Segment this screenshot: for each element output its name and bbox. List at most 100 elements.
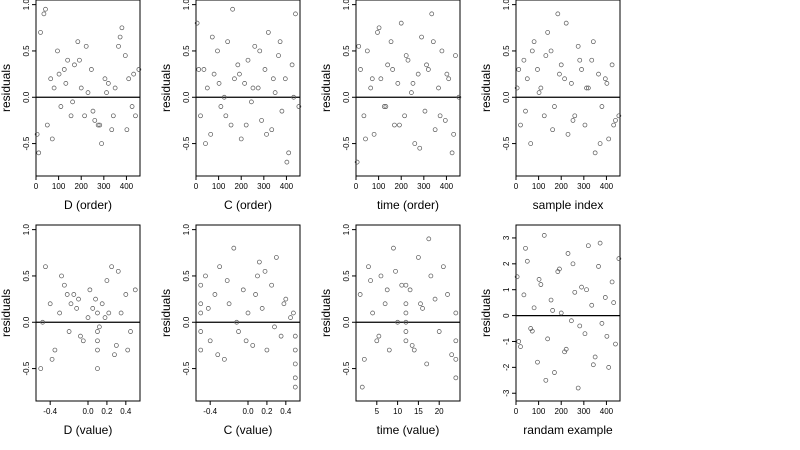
x-tick-label: 5 — [375, 407, 380, 416]
data-point — [383, 104, 389, 109]
data-point — [378, 273, 384, 279]
data-point — [272, 90, 278, 95]
data-point — [579, 67, 584, 72]
data-point — [548, 297, 554, 303]
data-point — [391, 245, 396, 251]
data-point — [407, 287, 413, 293]
data-point — [565, 251, 571, 256]
y-tick-label: 1.0 — [502, 0, 511, 10]
data-point — [269, 127, 275, 133]
data-point — [411, 347, 417, 353]
x-tick-label: 0 — [514, 182, 519, 191]
data-point — [577, 323, 583, 329]
data-point — [585, 243, 591, 249]
data-point — [234, 319, 240, 325]
y-tick-label: 0.5 — [22, 45, 31, 57]
y-tick-label: -0.5 — [22, 136, 31, 150]
data-point — [609, 279, 615, 285]
data-point — [418, 301, 423, 307]
data-point — [602, 76, 608, 82]
data-point — [34, 131, 40, 137]
plot-frame — [515, 0, 621, 177]
data-point — [368, 85, 374, 91]
data-point — [223, 113, 229, 119]
data-point — [226, 301, 232, 307]
data-point — [543, 377, 549, 383]
data-point — [56, 71, 62, 77]
y-tick-label: -3 — [502, 389, 511, 397]
y-tick-label: -1 — [502, 337, 511, 345]
data-point — [453, 53, 458, 58]
data-point — [410, 81, 416, 86]
x-tick-label: 100 — [372, 182, 386, 191]
data-point — [104, 278, 110, 283]
data-point — [412, 141, 418, 146]
data-point — [569, 318, 574, 324]
data-point — [116, 43, 121, 49]
data-point — [417, 145, 423, 151]
data-point — [250, 343, 256, 348]
data-point — [382, 301, 388, 307]
data-point — [453, 338, 459, 344]
data-point — [235, 62, 241, 68]
data-point — [378, 76, 384, 82]
x-tick-label: 100 — [532, 182, 546, 191]
data-point — [131, 71, 137, 77]
data-point — [291, 310, 296, 316]
data-point — [523, 245, 528, 251]
y-tick-label: 0.0 — [502, 91, 511, 103]
x-axis-title: randam example — [523, 423, 613, 437]
data-point — [449, 150, 455, 156]
data-point — [48, 76, 54, 82]
data-point — [402, 113, 407, 119]
residual-panel: 0 100 200 300 400 -0.5 0.0 0.5 1.0 D (order) resid… — [0, 0, 142, 212]
data-point — [49, 136, 55, 142]
data-point — [96, 324, 102, 330]
data-point — [245, 57, 251, 63]
data-point — [198, 310, 204, 316]
data-point — [422, 108, 428, 114]
data-point — [95, 329, 100, 334]
data-point — [436, 85, 441, 91]
x-tick-label: 10 — [393, 407, 402, 416]
data-point — [585, 85, 591, 91]
data-point — [403, 310, 409, 316]
data-point — [403, 329, 409, 334]
data-point — [117, 34, 123, 40]
x-tick-label: 0.4 — [280, 407, 292, 416]
data-point — [589, 57, 595, 63]
data-point — [89, 67, 94, 72]
data-point — [222, 356, 227, 362]
y-tick-label: -0.5 — [182, 361, 191, 375]
data-point — [52, 347, 58, 353]
data-point — [289, 62, 295, 68]
y-tick-label: 3 — [502, 235, 511, 240]
data-point — [288, 315, 293, 320]
y-tick-label: -0.5 — [182, 136, 191, 150]
data-point — [203, 273, 208, 279]
data-point — [68, 113, 74, 119]
data-point — [420, 306, 425, 311]
data-point — [403, 53, 409, 58]
y-axis-title: residuals — [0, 64, 13, 112]
data-point — [55, 48, 60, 54]
x-tick-label: 200 — [555, 407, 569, 416]
data-point — [237, 71, 242, 77]
data-point — [429, 11, 435, 17]
data-point — [451, 131, 457, 137]
x-tick-label: -0.4 — [203, 407, 217, 416]
x-tick-label: 200 — [235, 182, 249, 191]
data-point — [442, 118, 448, 123]
data-point — [398, 20, 404, 26]
y-axis-title: residuals — [479, 289, 493, 337]
data-point — [376, 333, 382, 339]
data-point — [432, 296, 438, 302]
x-tick-label: 15 — [414, 407, 423, 416]
data-point — [403, 319, 409, 325]
data-point — [129, 104, 135, 109]
data-point — [245, 310, 251, 316]
data-point — [524, 258, 530, 264]
data-point — [584, 85, 589, 91]
data-point — [592, 150, 598, 156]
data-point — [95, 122, 101, 128]
